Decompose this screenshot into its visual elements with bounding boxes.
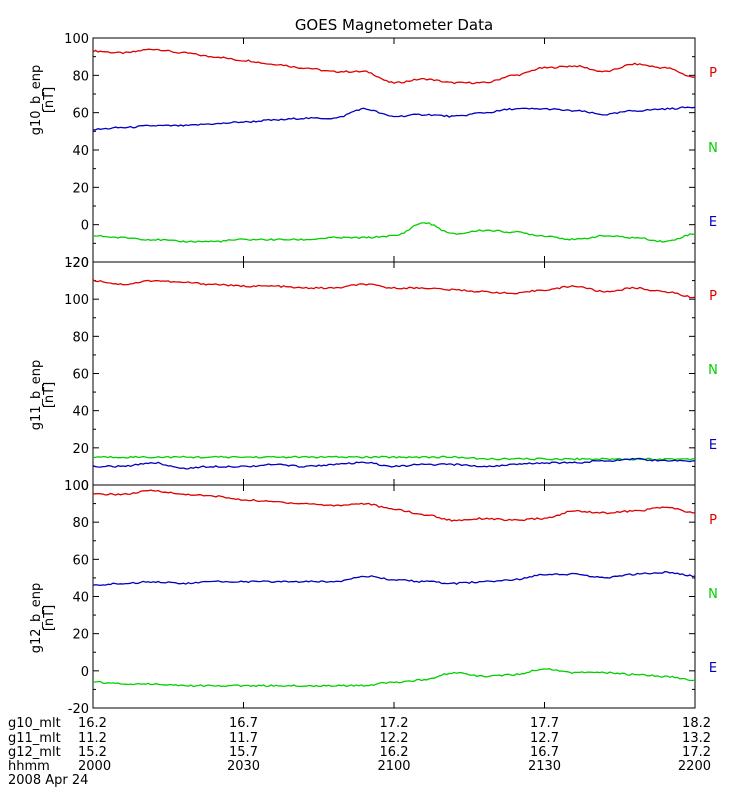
x-tick-label: 2000 <box>78 759 111 774</box>
y-axis-title: g11_b_enp <box>29 360 44 431</box>
channel-label-P: P <box>709 513 717 528</box>
channel-label-N: N <box>708 363 718 378</box>
y-tick-label: 80 <box>72 69 89 84</box>
y-tick-label: 0 <box>81 479 89 494</box>
series-line-P <box>93 489 696 522</box>
y-tick-label: 100 <box>64 32 89 47</box>
channel-label-N: N <box>708 141 718 156</box>
plot-frame <box>92 261 696 486</box>
channel-label-N: N <box>708 587 718 602</box>
x-axis-labels: g10_mlt 16.2 16.7 17.2 17.7 18.2 g11_mlt 11.2 11… <box>8 716 711 788</box>
series-line-P <box>92 279 696 299</box>
series-line-N <box>92 455 696 461</box>
y-axis-unit: [nT] <box>42 382 57 408</box>
y-tick-label: 60 <box>72 553 89 568</box>
x-tick-label: 2030 <box>227 759 260 774</box>
y-axis-unit: [nT] <box>42 605 57 631</box>
channel-label-P: P <box>709 66 717 81</box>
y-tick-label: 100 <box>64 479 89 494</box>
y-axis-unit: [nT] <box>42 87 57 113</box>
x-row-label: g11_mlt <box>8 731 61 746</box>
series-line-P <box>92 48 695 85</box>
series-line-E <box>92 222 696 243</box>
x-tick-label: 16.7 <box>530 745 559 760</box>
y-tick-label: 0 <box>81 219 89 234</box>
channel-label-E: E <box>709 438 717 453</box>
series-line-N <box>92 106 696 131</box>
y-tick-label: 40 <box>72 591 89 606</box>
x-tick-label: 17.2 <box>682 745 711 760</box>
y-axis-title: g12_b_enp <box>29 583 44 654</box>
x-tick-label: 15.7 <box>229 745 258 760</box>
y-tick-label: -20 <box>68 256 89 271</box>
y-tick-label: -20 <box>68 702 89 717</box>
panel-3: 100 80 60 40 20 0 -20 g12_b_enp[nT] P N E <box>29 479 718 717</box>
y-tick-label: 40 <box>72 144 89 159</box>
y-tick-label: 80 <box>72 516 89 531</box>
x-row-label: hhmm <box>8 759 50 774</box>
x-row-label: g10_mlt <box>8 716 61 731</box>
panel-1: 100 80 60 40 20 0 -20 g10_b_enp[nT] P N E <box>29 32 718 271</box>
x-tick-label: 16.7 <box>229 716 258 731</box>
series-line-E <box>93 668 696 688</box>
series-line-N <box>92 570 696 587</box>
x-tick-label: 18.2 <box>682 716 711 731</box>
x-tick-label: 2100 <box>377 759 410 774</box>
y-tick-label: 40 <box>72 405 89 420</box>
x-tick-label: 15.2 <box>78 745 107 760</box>
x-row-label: g12_mlt <box>8 745 61 760</box>
y-tick-label: 0 <box>81 665 89 680</box>
y-tick-label: 100 <box>64 293 89 308</box>
y-axis-title: g10_b_enp <box>29 65 44 136</box>
chart-title: GOES Magnetometer Data <box>295 16 493 34</box>
y-tick-label: 20 <box>72 628 89 643</box>
date-label: 2008 Apr 24 <box>8 773 88 788</box>
x-tick-label: 12.2 <box>380 731 409 746</box>
x-tick-label: 12.7 <box>530 731 559 746</box>
channel-label-P: P <box>709 289 717 304</box>
panel-2: 120 100 80 60 40 20 0 g11_b_enp[nT] P N E <box>29 256 718 494</box>
channel-label-E: E <box>709 661 717 676</box>
x-tick-label: 16.2 <box>380 745 409 760</box>
x-tick-label: 13.2 <box>682 731 711 746</box>
x-tick-label: 17.7 <box>530 716 559 731</box>
x-tick-label: 16.2 <box>78 716 107 731</box>
channel-label-E: E <box>709 215 717 230</box>
plot-frame <box>92 484 696 709</box>
panels: 100806040200-20g10_b_enp[nT]PNE120100806… <box>29 32 718 717</box>
y-tick-label: 60 <box>72 107 89 122</box>
x-tick-label: 2130 <box>528 759 561 774</box>
x-tick-label: 11.7 <box>229 731 258 746</box>
y-tick-label: 60 <box>72 368 89 383</box>
y-tick-label: 20 <box>72 181 89 196</box>
x-tick-label: 2200 <box>678 759 711 774</box>
y-tick-label: 20 <box>72 442 89 457</box>
x-tick-label: 11.2 <box>78 731 107 746</box>
x-tick-label: 17.2 <box>380 716 409 731</box>
y-tick-label: 80 <box>72 330 89 345</box>
series-line-E <box>92 457 696 470</box>
y-tick-label: 120 <box>64 256 89 271</box>
